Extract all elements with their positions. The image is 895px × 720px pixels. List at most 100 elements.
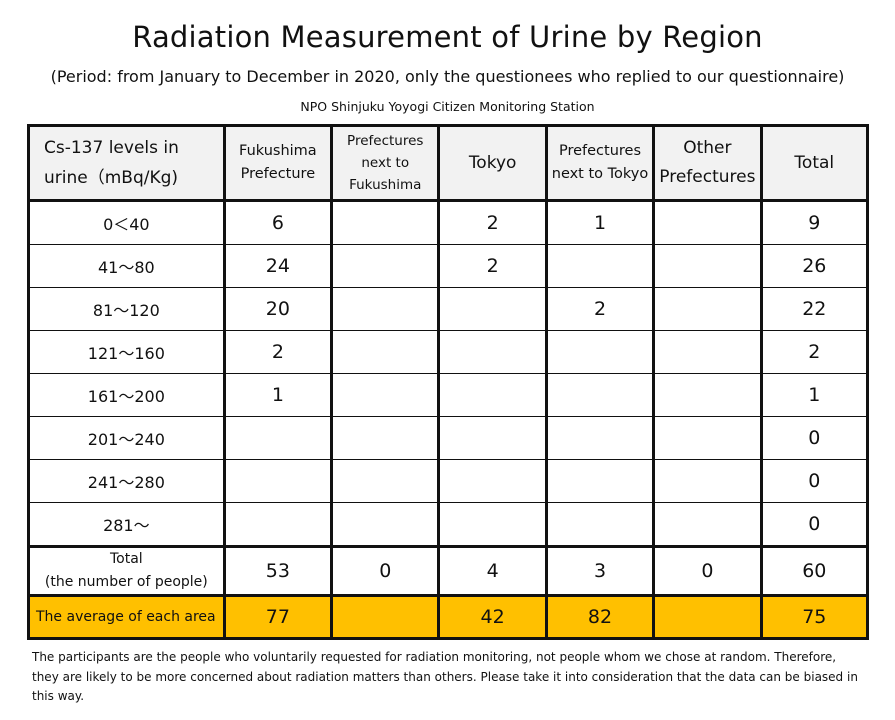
- fukushima-cell: 1: [223, 373, 334, 417]
- range-cell: 0＜40: [28, 200, 226, 245]
- next-tokyo-cell: [545, 373, 656, 417]
- other-cell: [653, 416, 763, 460]
- fukushima-cell: [223, 502, 334, 547]
- range-cell: 81～120: [28, 287, 226, 331]
- total-cell: 26: [760, 244, 870, 288]
- other-cell: [653, 200, 763, 245]
- header-next-tokyo-line2: next to Tokyo: [551, 166, 649, 182]
- tokyo-cell: 2: [438, 244, 548, 288]
- next-fukushima-cell: [331, 244, 441, 288]
- next-tokyo-cell: [545, 244, 656, 288]
- total-row-label-line1: Total: [109, 551, 143, 567]
- range-cell: 161～200: [28, 373, 226, 417]
- organization-name: NPO Shinjuku Yoyogi Citizen Monitoring S…: [300, 99, 595, 114]
- average-next-tokyo-cell: 82: [545, 594, 656, 639]
- total-fukushima-cell: 53: [223, 545, 334, 596]
- next-tokyo-cell: [545, 459, 656, 503]
- header-levels: Cs-137 levels in urine（mBq/Kg): [28, 125, 226, 202]
- header-levels-line1: Cs-137 levels in: [44, 138, 179, 158]
- total-next-tokyo-cell: 3: [545, 545, 656, 596]
- table-row: 201～240 0: [28, 416, 870, 460]
- total-cell: 22: [760, 287, 870, 331]
- header-fukushima: Fukushima Prefecture: [223, 125, 334, 202]
- tokyo-cell: [438, 502, 548, 547]
- total-next-fukushima-cell: 0: [331, 545, 441, 596]
- total-row-label-line2: (the number of people): [44, 574, 208, 590]
- total-row-label: Total (the number of people): [28, 545, 226, 596]
- average-total-cell: 75: [760, 594, 870, 639]
- table-row: 41～80 24 2 26: [28, 244, 870, 288]
- next-fukushima-cell: [331, 373, 441, 417]
- total-cell: 2: [760, 330, 870, 374]
- table-row: 121～160 2 2: [28, 330, 870, 374]
- page-title: Radiation Measurement of Urine by Region: [132, 20, 763, 54]
- average-tokyo-cell: 42: [438, 594, 548, 639]
- grand-total-cell: 60: [760, 545, 870, 596]
- next-tokyo-cell: 2: [545, 287, 656, 331]
- next-fukushima-cell: [331, 287, 441, 331]
- header-other-line2: Prefectures: [659, 167, 756, 187]
- header-levels-line2: urine（mBq/Kg): [44, 168, 179, 188]
- total-cell: 0: [760, 459, 870, 503]
- fukushima-cell: [223, 416, 334, 460]
- average-next-fukushima-cell: [331, 594, 441, 639]
- table-row: 281～ 0: [28, 502, 870, 547]
- next-tokyo-cell: [545, 330, 656, 374]
- next-tokyo-cell: [545, 502, 656, 547]
- header-other-prefectures: Other Prefectures: [653, 125, 763, 202]
- tokyo-cell: [438, 330, 548, 374]
- header-total: Total: [760, 125, 870, 202]
- table-row: 161～200 1 1: [28, 373, 870, 417]
- other-cell: [653, 287, 763, 331]
- table-row: 81～120 20 2 22: [28, 287, 870, 331]
- total-cell: 9: [760, 200, 870, 245]
- tokyo-cell: [438, 373, 548, 417]
- next-fukushima-cell: [331, 459, 441, 503]
- total-cell: 1: [760, 373, 870, 417]
- other-cell: [653, 459, 763, 503]
- table-row: 241～280 0: [28, 459, 870, 503]
- period-subtitle: (Period: from January to December in 202…: [50, 67, 845, 86]
- next-fukushima-cell: [331, 416, 441, 460]
- disclaimer-note: The participants are the people who volu…: [32, 650, 858, 703]
- header-fukushima-line1: Fukushima: [239, 143, 317, 159]
- range-cell: 41～80: [28, 244, 226, 288]
- range-cell: 121～160: [28, 330, 226, 374]
- tokyo-cell: 2: [438, 200, 548, 245]
- fukushima-cell: 6: [223, 200, 334, 245]
- next-fukushima-cell: [331, 200, 441, 245]
- total-row: Total (the number of people) 53 0 4 3 0 …: [28, 545, 870, 596]
- fukushima-cell: [223, 459, 334, 503]
- header-next-fukushima-line2: next to: [361, 155, 410, 171]
- next-fukushima-cell: [331, 502, 441, 547]
- header-next-fukushima-line1: Prefectures: [347, 133, 424, 149]
- table-row: 0＜40 6 2 1 9: [28, 200, 870, 245]
- fukushima-cell: 24: [223, 244, 334, 288]
- next-tokyo-cell: [545, 416, 656, 460]
- header-next-fukushima-line3: Fukushima: [349, 177, 422, 193]
- tokyo-cell: [438, 459, 548, 503]
- range-cell: 201～240: [28, 416, 226, 460]
- other-cell: [653, 244, 763, 288]
- range-cell: 281～: [28, 502, 226, 547]
- average-row: The average of each area 77 42 82 75: [28, 594, 870, 639]
- other-cell: [653, 330, 763, 374]
- tokyo-cell: [438, 416, 548, 460]
- header-next-to-tokyo: Prefectures next to Tokyo: [545, 125, 656, 202]
- header-tokyo: Tokyo: [438, 125, 548, 202]
- total-cell: 0: [760, 416, 870, 460]
- average-other-cell: [653, 594, 763, 639]
- header-fukushima-line2: Prefecture: [240, 166, 316, 182]
- other-cell: [653, 502, 763, 547]
- header-next-tokyo-line1: Prefectures: [558, 143, 642, 159]
- fukushima-cell: 2: [223, 330, 334, 374]
- fukushima-cell: 20: [223, 287, 334, 331]
- header-other-line1: Other: [683, 138, 732, 158]
- average-fukushima-cell: 77: [223, 594, 334, 639]
- tokyo-cell: [438, 287, 548, 331]
- total-other-cell: 0: [653, 545, 763, 596]
- range-cell: 241～280: [28, 459, 226, 503]
- other-cell: [653, 373, 763, 417]
- table-header-row: Cs-137 levels in urine（mBq/Kg) Fukushima…: [28, 125, 870, 202]
- total-cell: 0: [760, 502, 870, 547]
